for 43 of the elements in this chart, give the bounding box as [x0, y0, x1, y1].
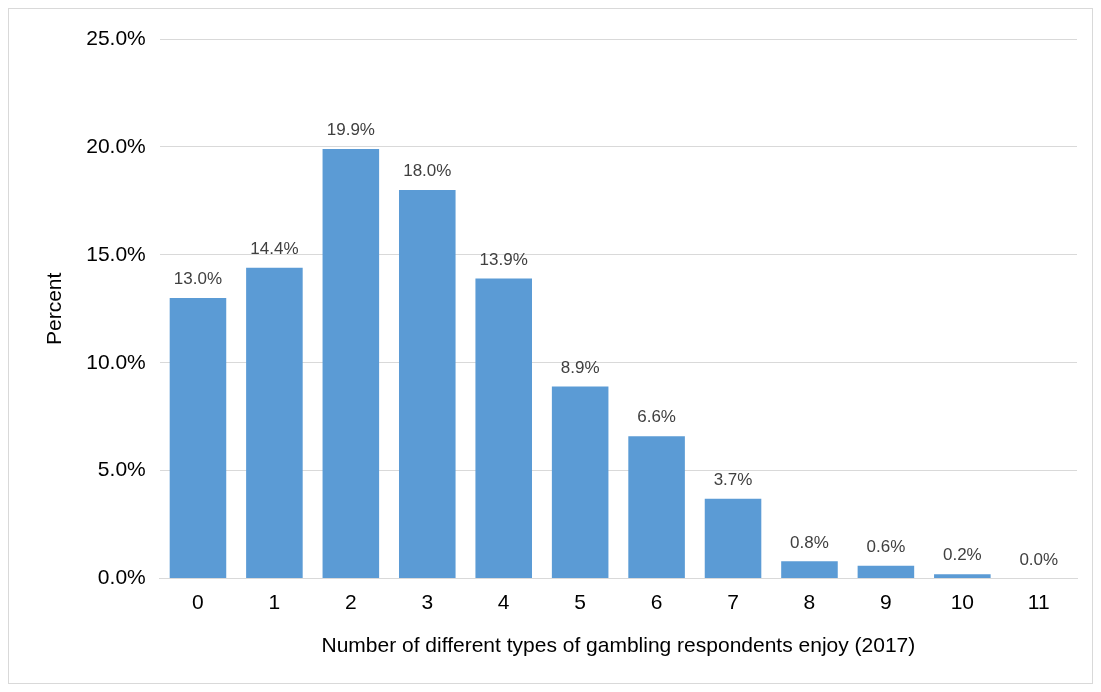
- data-label: 6.6%: [637, 407, 676, 427]
- bar: [628, 436, 685, 579]
- x-tick-label: 10: [950, 590, 975, 613]
- y-tick-label: 20.0%: [86, 133, 146, 157]
- x-axis-title: Number of different types of gambling respondents enjoy (2017): [321, 633, 916, 657]
- y-tick-label: 10.0%: [86, 349, 146, 373]
- x-tick-label: 5: [574, 590, 586, 613]
- data-label: 18.0%: [403, 161, 452, 181]
- bar: [934, 574, 991, 579]
- y-tick-label: 5.0%: [97, 457, 146, 481]
- x-tick-label: 7: [727, 590, 739, 613]
- data-label: 14.4%: [250, 238, 299, 258]
- y-tick-label: 15.0%: [86, 241, 146, 265]
- bar: [399, 190, 456, 579]
- data-label: 19.9%: [326, 120, 375, 140]
- x-tick-label: 3: [421, 590, 434, 613]
- data-label: 0.6%: [866, 536, 906, 556]
- bar: [781, 561, 838, 579]
- x-tick-label: 2: [345, 590, 357, 613]
- data-label: 13.0%: [173, 269, 223, 289]
- x-tick-label: 9: [880, 590, 892, 613]
- bar: [704, 498, 762, 579]
- y-tick-label: 0.0%: [97, 565, 146, 589]
- x-tick-label: 1: [268, 590, 281, 613]
- x-tick-label: 4: [497, 590, 510, 613]
- bar: [475, 278, 532, 579]
- x-tick-label: 0: [192, 590, 204, 613]
- x-tick-label: 8: [803, 590, 816, 613]
- bar: [246, 267, 303, 579]
- y-tick-label: 25.0%: [86, 25, 146, 49]
- data-label: 3.7%: [713, 469, 753, 489]
- data-label: 0.2%: [942, 545, 982, 565]
- bar: [551, 386, 609, 579]
- data-label: 8.9%: [560, 357, 600, 377]
- bar: [857, 565, 915, 579]
- bar: [169, 298, 227, 579]
- data-label: 13.9%: [479, 249, 528, 269]
- data-label: 0.8%: [790, 532, 829, 552]
- bar: [322, 149, 380, 579]
- y-axis-title: Percent: [42, 272, 66, 345]
- x-tick-label: 6: [650, 590, 663, 613]
- data-label: 0.0%: [1019, 549, 1059, 569]
- x-tick-label: 11: [1027, 590, 1050, 613]
